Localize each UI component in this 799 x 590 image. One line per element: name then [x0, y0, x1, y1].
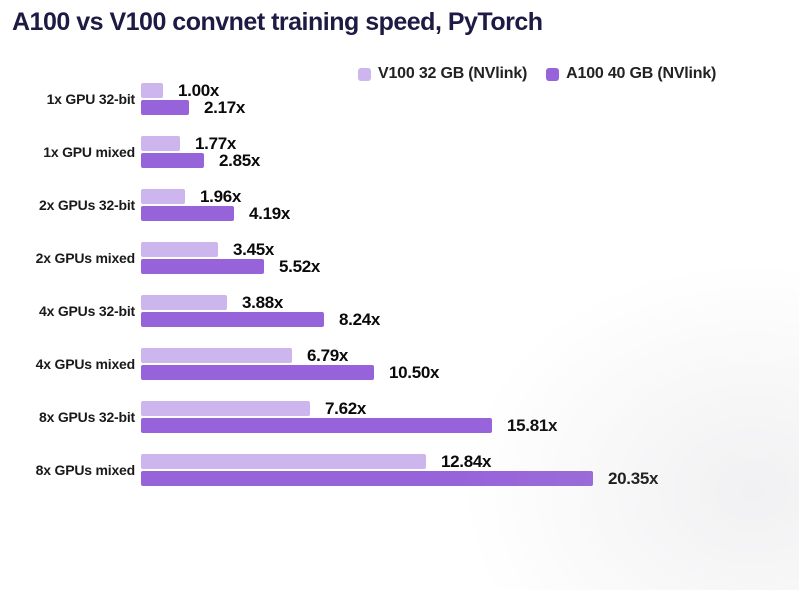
category-label: 2x GPUs mixed [35, 250, 136, 266]
value-label: 4.19x [249, 204, 291, 223]
bar-a100 [141, 471, 593, 486]
bar-v100 [141, 295, 227, 310]
bar-row-a100: 2.17x [141, 98, 246, 117]
value-label: 20.35x [608, 469, 659, 488]
bar-row-a100: 4.19x [141, 204, 291, 223]
bar-v100 [141, 136, 180, 151]
chart-title: A100 vs V100 convnet training speed, PyT… [12, 8, 543, 36]
bar-pair: 1.96x 4.19x [141, 187, 291, 223]
legend-label-v100: V100 32 GB (NVlink) [378, 65, 528, 82]
chart-canvas: A100 vs V100 convnet training speed, PyT… [0, 8, 799, 590]
bar-v100 [141, 348, 292, 363]
bar-row-v100: 3.88x [141, 293, 380, 312]
bar-pair: 3.45x 5.52x [141, 240, 321, 276]
bar-a100 [141, 365, 374, 380]
bar-group: 4x GPUs 32-bit 3.88x 8.24x [0, 293, 658, 329]
legend: V100 32 GB (NVlink) A100 40 GB (NVlink) [358, 65, 716, 83]
category-label: 4x GPUs mixed [35, 356, 136, 372]
value-label: 8.24x [339, 310, 381, 329]
bar-row-v100: 3.45x [141, 240, 320, 259]
bar-a100 [141, 418, 492, 433]
category-label: 8x GPUs mixed [35, 462, 136, 478]
value-label: 3.88x [242, 293, 284, 312]
bar-row-v100: 1.96x [141, 187, 290, 206]
legend-item-v100: V100 32 GB (NVlink) [358, 65, 527, 83]
value-label: 1.77x [195, 134, 237, 153]
value-label: 1.96x [200, 187, 242, 206]
category-label: 4x GPUs 32-bit [38, 303, 135, 319]
value-label: 2.85x [219, 151, 261, 170]
bar-group: 2x GPUs 32-bit 1.96x 4.19x [0, 187, 658, 223]
value-label: 2.17x [204, 98, 246, 117]
bar-row-a100: 15.81x [141, 416, 558, 435]
legend-swatch-v100-icon [358, 67, 371, 81]
bar-row-v100: 1.77x [141, 134, 260, 153]
bar-row-a100: 20.35x [141, 469, 659, 488]
bar-row-v100: 1.00x [141, 81, 245, 100]
bar-v100 [141, 454, 426, 469]
bar-v100 [141, 242, 218, 257]
bar-group: 4x GPUs mixed 6.79x 10.50x [0, 346, 658, 382]
bar-v100 [141, 401, 310, 416]
category-label: 1x GPU 32-bit [46, 91, 136, 107]
value-label: 12.84x [441, 452, 492, 471]
bar-row-v100: 7.62x [141, 399, 557, 418]
bar-row-v100: 12.84x [141, 452, 658, 471]
bar-a100 [141, 312, 324, 327]
value-label: 10.50x [389, 363, 440, 382]
bar-row-a100: 5.52x [141, 257, 321, 276]
bar-group: 8x GPUs mixed 12.84x 20.35x [0, 452, 659, 488]
bar-pair: 7.62x 15.81x [141, 399, 558, 435]
bar-pair: 6.79x 10.50x [141, 346, 440, 382]
bar-row-a100: 10.50x [141, 363, 440, 382]
value-label: 6.79x [307, 346, 349, 365]
category-label: 1x GPU mixed [43, 144, 135, 160]
bar-chart: 1x GPU 32-bit 1.00x 2.17x 1x GPU mixed 1.77x… [0, 81, 659, 488]
category-label: 8x GPUs 32-bit [38, 409, 135, 425]
bar-pair: 12.84x 20.35x [141, 452, 659, 488]
legend-swatch-a100-icon [546, 67, 560, 81]
legend-item-a100: A100 40 GB (NVlink) [546, 65, 716, 83]
legend-label-a100: A100 40 GB (NVlink) [566, 65, 717, 82]
category-label: 2x GPUs 32-bit [38, 197, 135, 213]
bar-group: 2x GPUs mixed 3.45x 5.52x [0, 240, 658, 276]
value-label: 15.81x [507, 416, 558, 435]
value-label: 3.45x [233, 240, 275, 259]
value-label: 7.62x [325, 399, 367, 418]
bar-row-a100: 8.24x [141, 310, 381, 329]
bar-row-a100: 2.85x [141, 151, 261, 170]
bar-a100 [141, 259, 264, 274]
value-label: 1.00x [178, 81, 220, 100]
bar-row-v100: 6.79x [141, 346, 439, 365]
bar-a100 [141, 153, 204, 168]
bar-group: 8x GPUs 32-bit 7.62x 15.81x [0, 399, 658, 435]
bar-a100 [141, 100, 189, 115]
bar-v100 [141, 189, 185, 204]
value-label: 5.52x [279, 257, 321, 276]
bar-v100 [141, 83, 163, 98]
bar-a100 [141, 206, 234, 221]
bar-pair: 1.77x 2.85x [141, 134, 261, 170]
bar-pair: 1.00x 2.17x [141, 81, 246, 117]
bar-group: 1x GPU mixed 1.77x 2.85x [0, 134, 658, 170]
bar-group: 1x GPU 32-bit 1.00x 2.17x [0, 81, 658, 117]
bar-pair: 3.88x 8.24x [141, 293, 381, 329]
